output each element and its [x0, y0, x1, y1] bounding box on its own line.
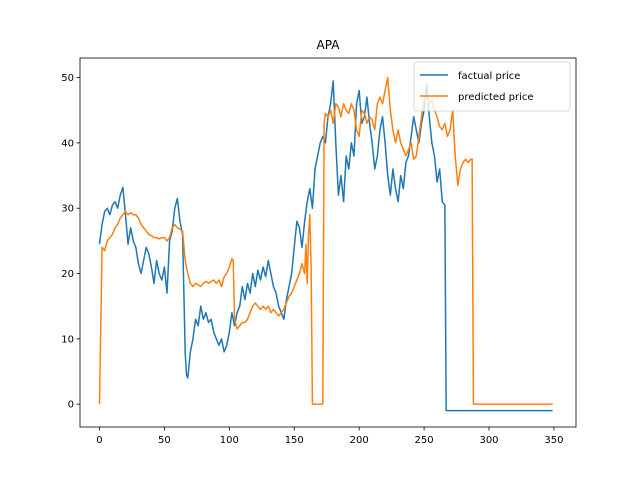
y-tick-label: 10 — [61, 334, 74, 345]
axes-frame — [79, 57, 577, 428]
x-tick-label: 300 — [479, 435, 498, 446]
x-tick-label: 0 — [96, 435, 102, 446]
y-axis: 0 10 20 30 40 50 — [61, 73, 80, 411]
plot-area — [98, 76, 553, 412]
y-tick-label: 0 — [68, 400, 74, 411]
x-tick-label: 250 — [415, 435, 434, 446]
legend-box — [413, 61, 571, 112]
x-tick-label: 50 — [158, 435, 171, 446]
x-tick-label: 350 — [544, 435, 563, 446]
x-tick-label: 200 — [350, 435, 369, 446]
x-axis: 0 50 100 150 200 250 300 350 — [96, 427, 563, 446]
series-line-predicted-price — [98, 76, 553, 405]
legend-label: factual price — [458, 71, 520, 82]
y-tick-label: 50 — [61, 73, 74, 84]
x-tick-label: 150 — [285, 435, 304, 446]
x-tick-label: 100 — [220, 435, 239, 446]
y-tick-label: 40 — [61, 138, 74, 149]
y-tick-label: 20 — [61, 269, 74, 280]
legend: factual price predicted price — [413, 61, 571, 112]
chart-title: APA — [317, 38, 341, 52]
y-tick-label: 30 — [61, 204, 74, 215]
legend-label: predicted price — [458, 92, 534, 103]
series-line-factual-price — [98, 80, 553, 412]
